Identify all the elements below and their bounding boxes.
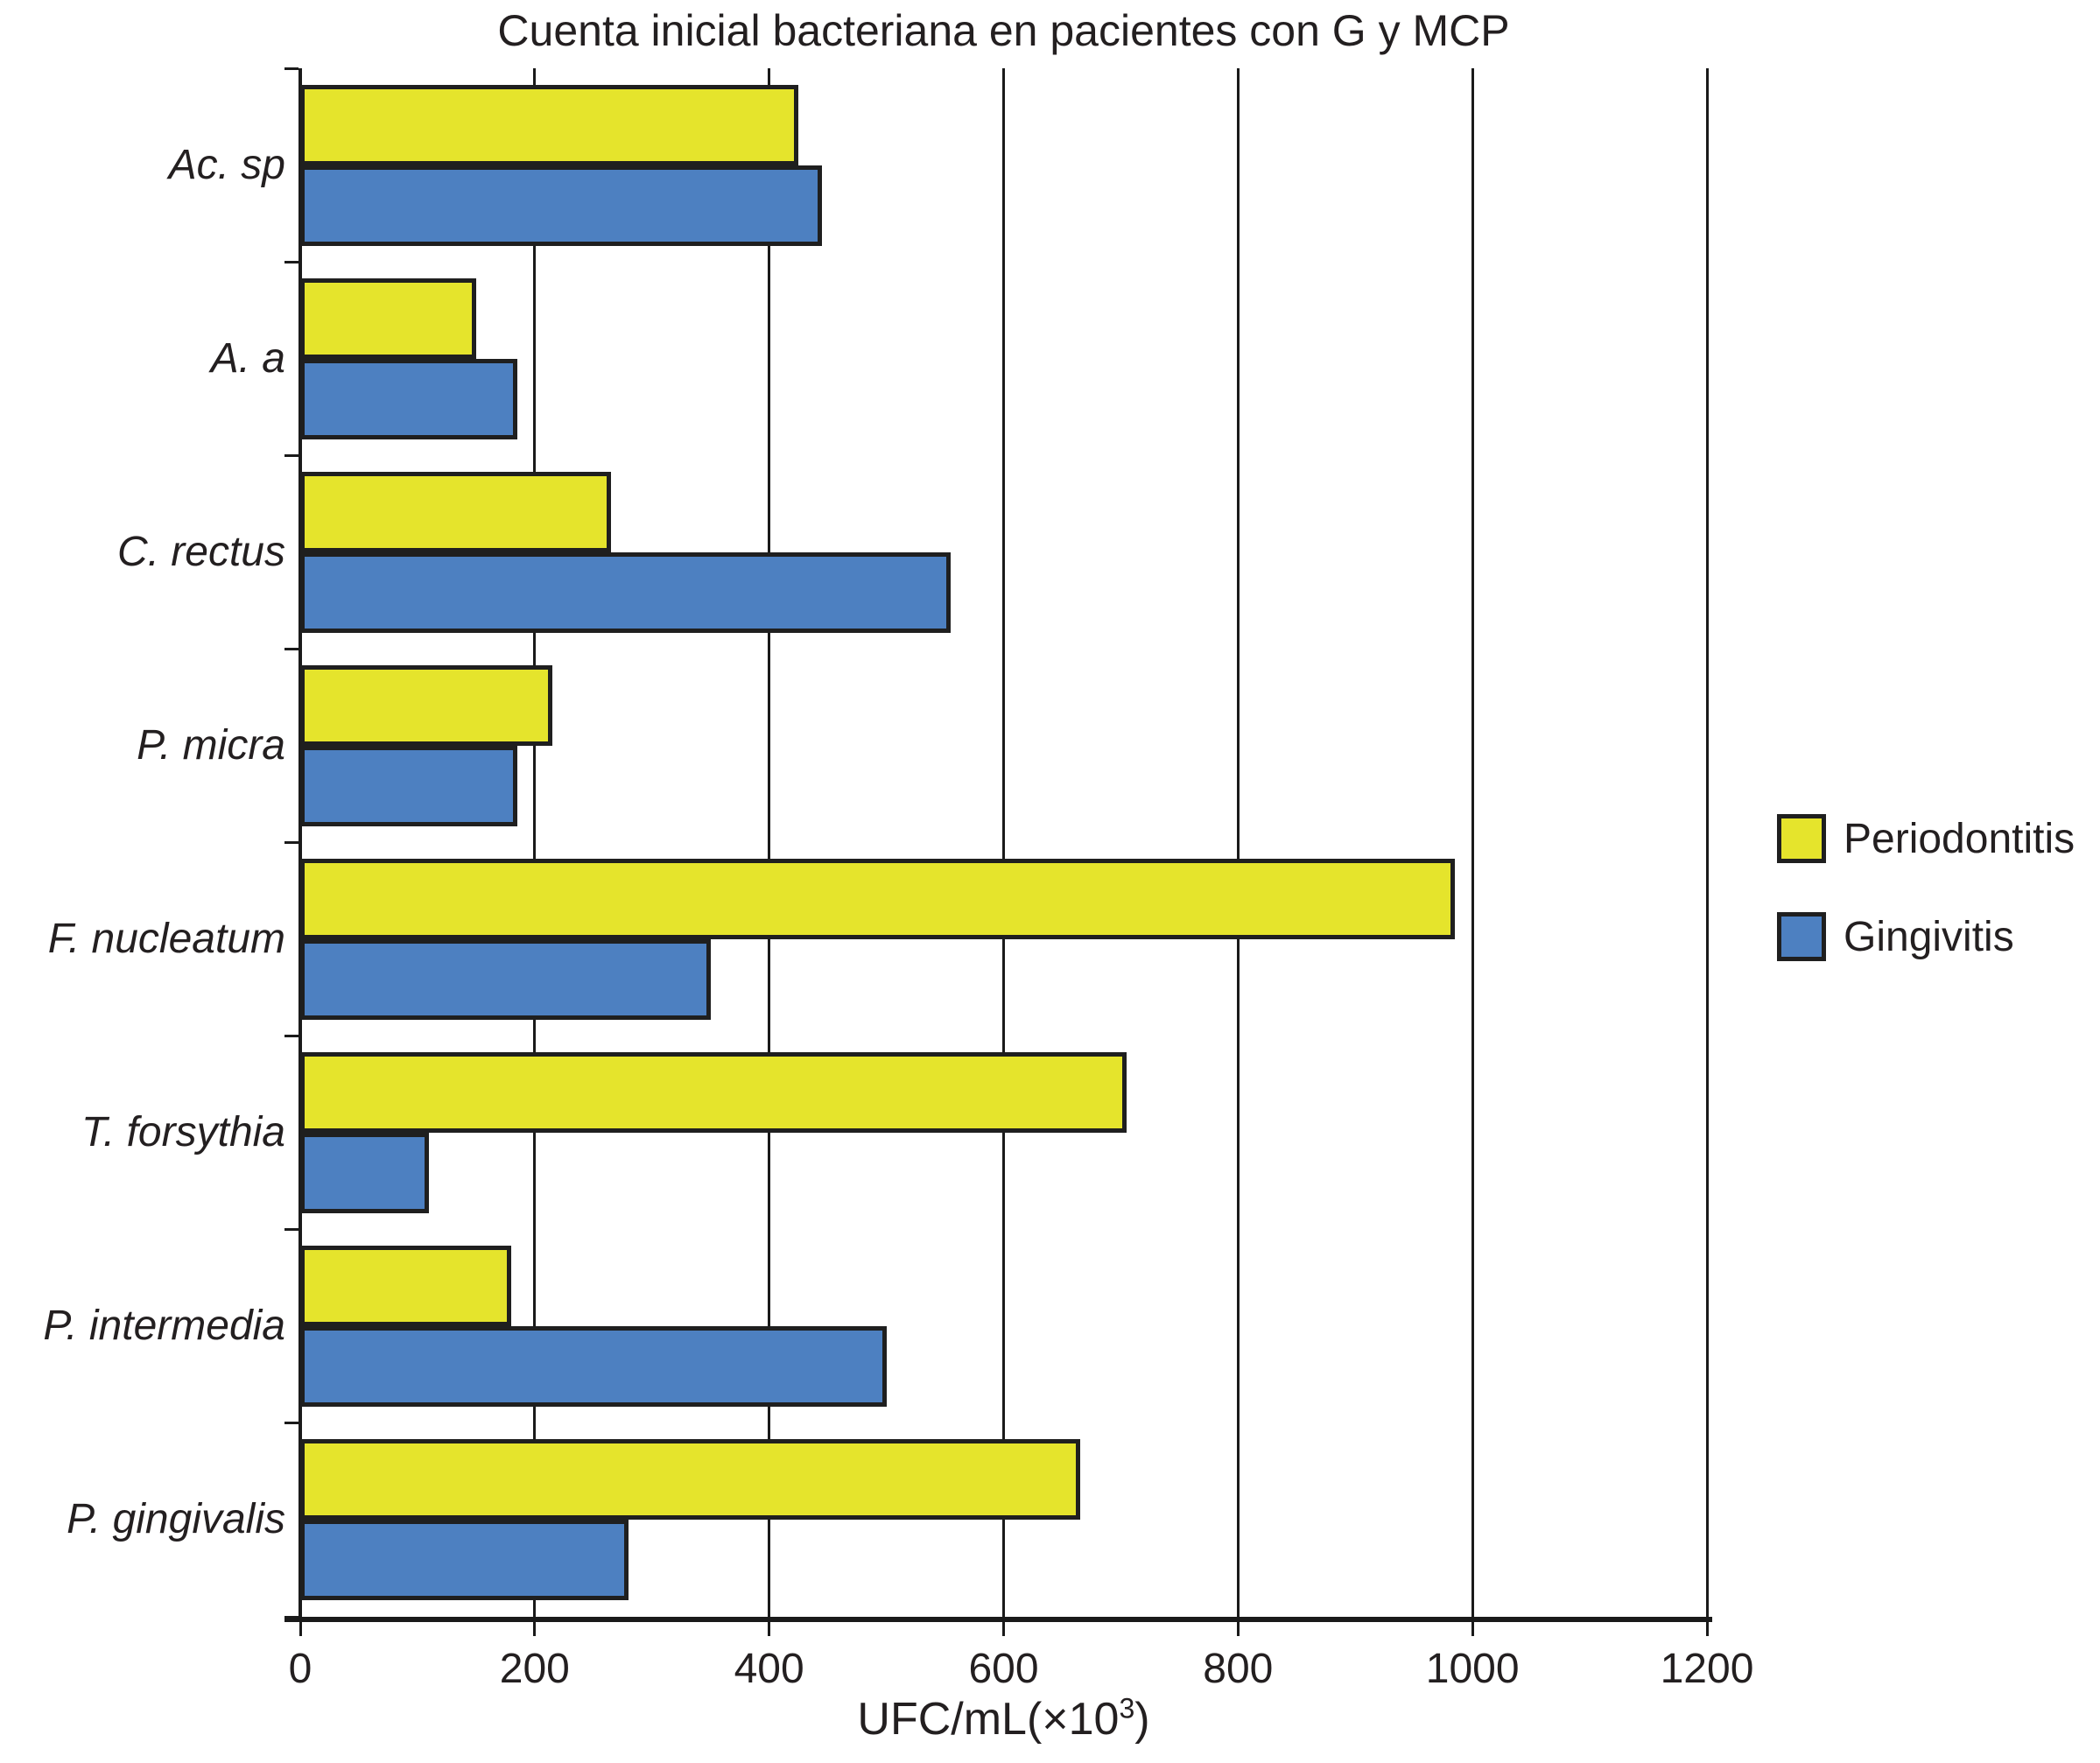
x-tick-label: 600	[968, 1646, 1039, 1692]
x-axis-line	[284, 1617, 1712, 1622]
y-axis-tick	[284, 1422, 298, 1425]
x-axis-label-exponent: 3	[1119, 1692, 1135, 1724]
category-label: T. forsythia	[81, 1109, 285, 1156]
x-tick-label: 1000	[1425, 1646, 1520, 1692]
category-label: F. nucleatum	[47, 916, 285, 963]
category-label: P. micra	[137, 721, 285, 769]
y-axis-tick	[284, 841, 298, 844]
y-axis-tick	[284, 260, 298, 263]
bar-periodontitis-7	[300, 1246, 512, 1327]
bar-periodontitis-8	[300, 1439, 1080, 1521]
x-axis-tick	[1705, 1622, 1709, 1636]
x-tick-label: 1200	[1660, 1646, 1754, 1692]
y-axis-tick	[284, 1035, 298, 1038]
gridline	[1705, 68, 1709, 1617]
gridline	[1002, 68, 1005, 1617]
legend: Periodontitis Gingivitis	[1777, 814, 2075, 961]
bar-periodontitis-1	[300, 84, 799, 165]
y-axis-tick	[284, 67, 298, 70]
bar-gingivitis-7	[300, 1326, 887, 1408]
x-axis-tick	[1002, 1622, 1005, 1636]
legend-item: Gingivitis	[1777, 912, 2075, 961]
category-label: C. rectus	[116, 528, 285, 575]
category-label: P. intermedia	[43, 1303, 285, 1350]
category-label: P. gingivalis	[67, 1496, 285, 1543]
x-tick-label: 0	[288, 1646, 313, 1692]
chart-title: Cuenta inicial bacteriana en pacientes c…	[497, 6, 1510, 55]
bar-gingivitis-5	[300, 939, 711, 1021]
bar-gingivitis-4	[300, 745, 517, 826]
y-axis-line	[298, 68, 302, 1617]
y-axis-tick	[284, 1228, 298, 1232]
y-axis-tick	[284, 453, 298, 457]
legend-item: Periodontitis	[1777, 814, 2075, 863]
gridline	[1471, 68, 1474, 1617]
bar-gingivitis-3	[300, 551, 952, 633]
x-axis-tick	[1236, 1622, 1240, 1636]
bar-periodontitis-6	[300, 1052, 1127, 1134]
bar-periodontitis-5	[300, 859, 1456, 940]
bar-gingivitis-8	[300, 1520, 629, 1601]
bar-gingivitis-6	[300, 1133, 430, 1214]
legend-label: Periodontitis	[1844, 815, 2075, 862]
gridline	[1236, 68, 1240, 1617]
x-axis-tick	[1471, 1622, 1474, 1636]
y-axis-tick	[284, 1615, 298, 1619]
bar-gingivitis-2	[300, 358, 517, 439]
bar-periodontitis-2	[300, 277, 476, 359]
x-axis-tick	[533, 1622, 537, 1636]
bar-periodontitis-3	[300, 471, 611, 552]
x-tick-label: 400	[734, 1646, 804, 1692]
x-axis-label: UFC/mL(×103)	[857, 1692, 1150, 1745]
legend-label: Gingivitis	[1844, 913, 2014, 960]
x-axis-tick	[768, 1622, 771, 1636]
legend-swatch-periodontitis-icon	[1777, 814, 1826, 863]
x-tick-label: 800	[1203, 1646, 1274, 1692]
category-label: Ac. sp	[168, 141, 285, 188]
x-tick-label: 200	[499, 1646, 570, 1692]
x-axis-tick	[298, 1622, 302, 1636]
bar-periodontitis-4	[300, 664, 552, 746]
gridline	[768, 68, 771, 1617]
category-label: A. a	[210, 334, 285, 382]
bar-gingivitis-1	[300, 165, 822, 246]
legend-swatch-gingivitis-icon	[1777, 912, 1826, 961]
y-axis-tick	[284, 647, 298, 650]
gridline	[533, 68, 537, 1617]
